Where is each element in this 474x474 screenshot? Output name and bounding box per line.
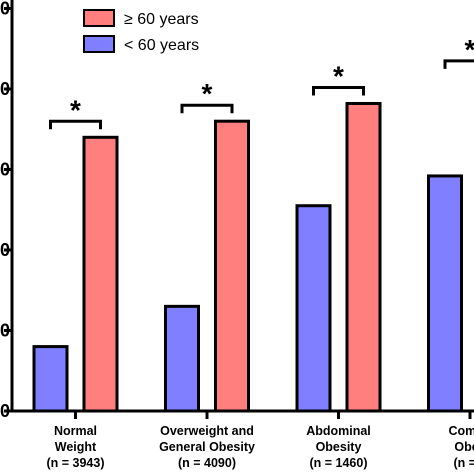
category-label: Overweight and General Obesity (n = 4090) — [159, 424, 255, 470]
bar-under-60 — [427, 174, 463, 413]
category-label-line: (n = 1460) — [309, 456, 367, 470]
bar-under-60 — [295, 204, 332, 413]
bars — [32, 101, 463, 413]
significance-bracket — [312, 85, 365, 96]
category-labels: Normal Weight (n = 3943) Overweight and Gene… — [46, 424, 474, 470]
significance-marks: * * * * — [49, 34, 474, 130]
bar-60-plus — [345, 101, 382, 413]
y-tick-label: 0 — [0, 79, 10, 99]
y-tick-label: 0 — [0, 160, 10, 180]
significance-bracket — [49, 119, 102, 130]
category-label-line: (n = 4090) — [178, 456, 236, 470]
significance-star: * — [333, 60, 344, 91]
category-label: Abdominal Obesity (n = 1460) — [306, 424, 371, 470]
significance-star: * — [202, 78, 213, 109]
category-label: Normal Weight (n = 3943) — [46, 424, 104, 470]
legend-label: ≥ 60 years — [124, 11, 199, 28]
bar-60-plus — [214, 119, 250, 413]
legend-swatch — [83, 35, 115, 53]
y-tick-label: 0 — [0, 321, 10, 341]
category-label: Compo Obes (n = 4 — [448, 424, 474, 470]
category-label-line: Abdominal — [306, 424, 371, 438]
legend: ≥ 60 years < 60 years — [83, 9, 199, 54]
category-label-line: (n = 3943) — [46, 456, 104, 470]
y-tick-label: 0 — [0, 0, 10, 19]
significance-star: * — [465, 34, 474, 65]
legend-label: < 60 years — [124, 37, 199, 54]
category-label-line: Overweight and — [160, 424, 254, 438]
y-tick-label: 0 — [0, 401, 10, 421]
significance-bracket — [443, 59, 474, 69]
bar-under-60 — [32, 345, 69, 413]
category-label-line: Compo — [448, 424, 474, 438]
category-label-line: Normal — [54, 424, 97, 438]
category-label-line: Weight — [55, 440, 97, 454]
bar-60-plus — [82, 135, 119, 413]
y-tick-label: 0 — [0, 240, 10, 260]
category-label-line: (n = 4 — [454, 456, 474, 470]
category-label-line: General Obesity — [159, 440, 255, 454]
category-label-line: Obes — [454, 440, 474, 454]
significance-bracket — [180, 103, 234, 114]
bar-under-60 — [164, 304, 200, 413]
category-label-line: Obesity — [316, 440, 362, 454]
legend-swatch — [83, 9, 115, 27]
significance-star: * — [70, 94, 81, 125]
